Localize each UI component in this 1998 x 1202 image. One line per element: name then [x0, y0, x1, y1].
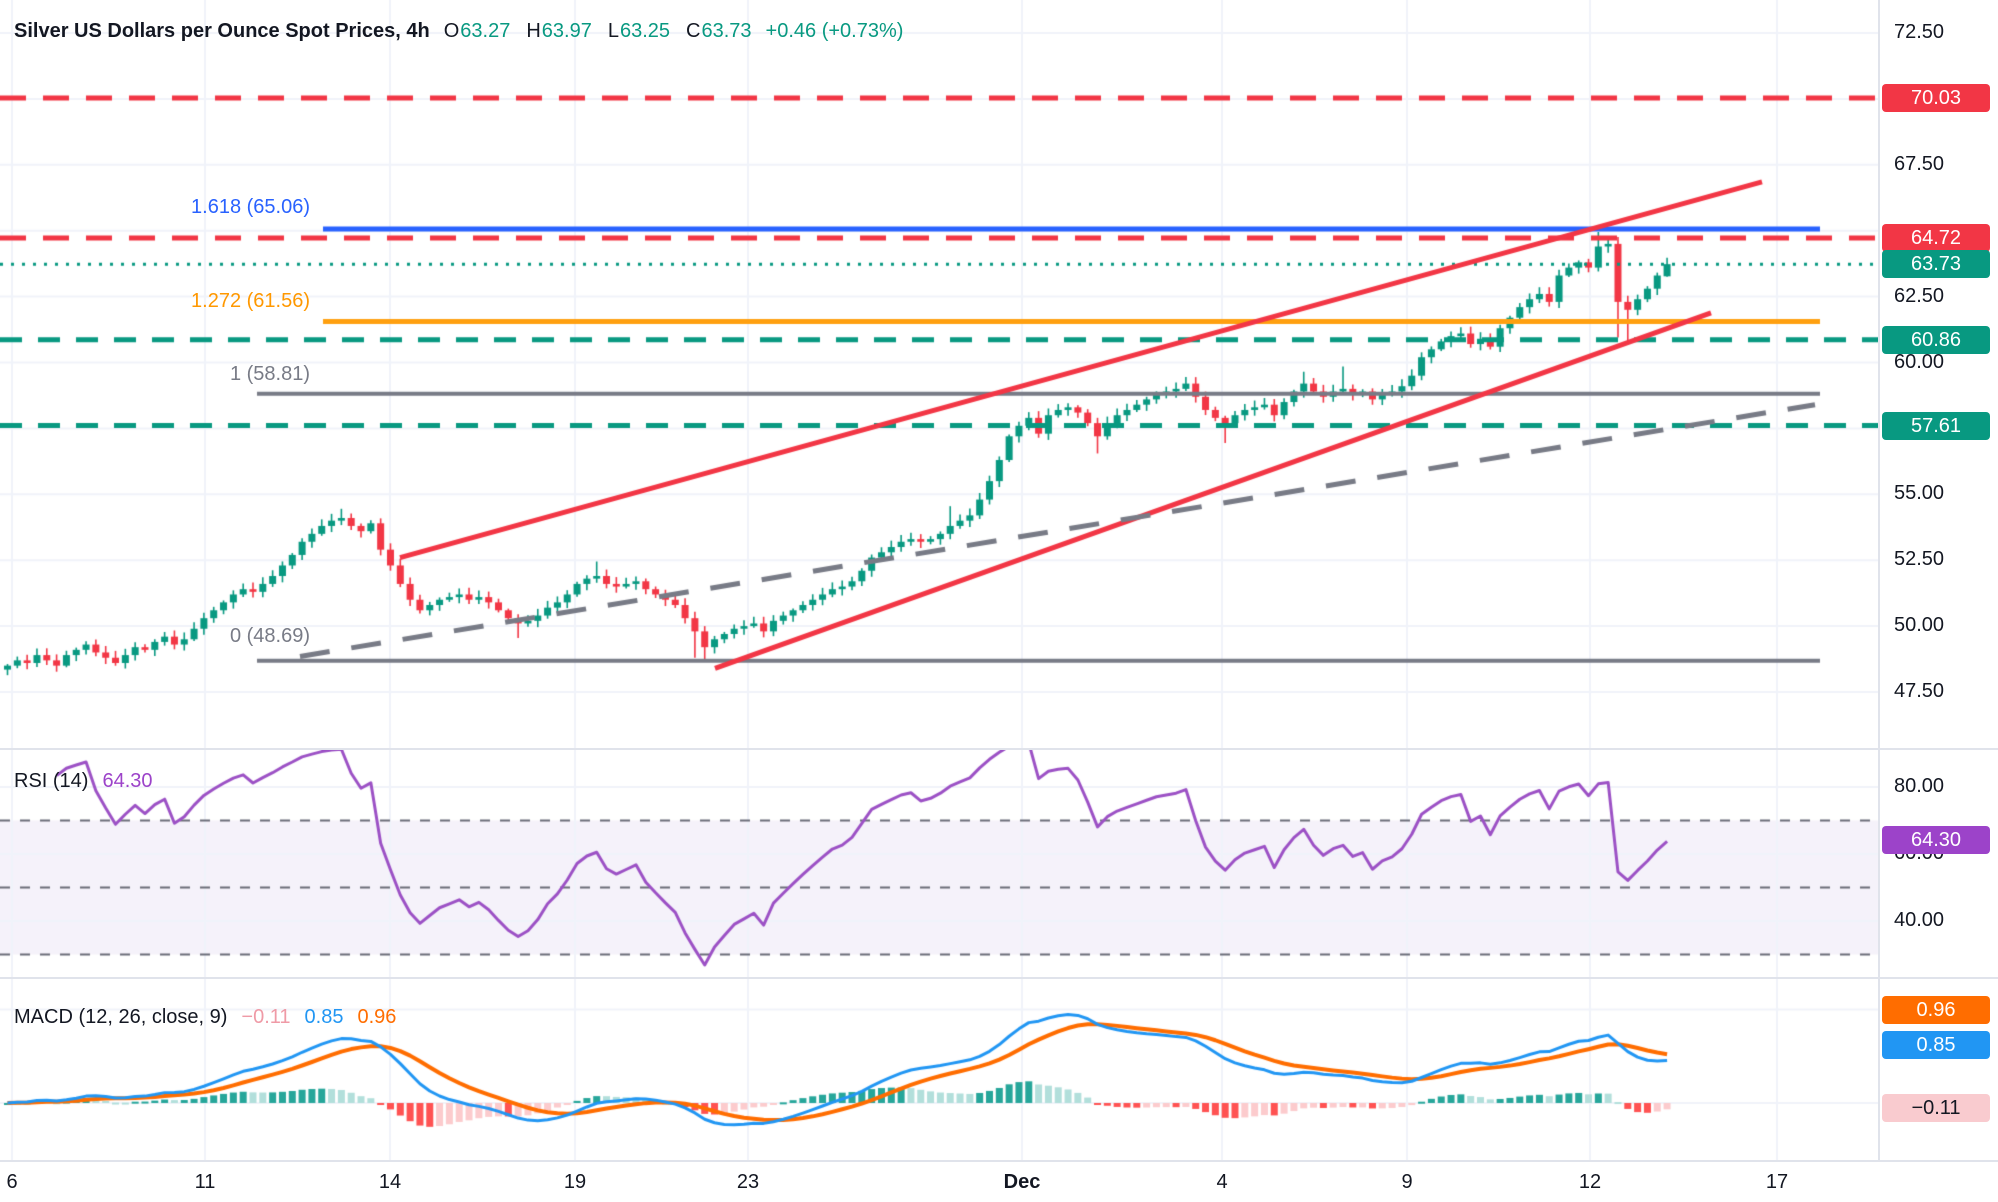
time-tick-label: 4 [1216, 1171, 1228, 1193]
main-price-pane-canvas[interactable] [0, 0, 1878, 748]
axis-value-badge: 64.30 [1882, 825, 1990, 854]
rsi-tick-label: 80.00 [1894, 775, 1945, 797]
macd-line-value: 0.85 [304, 1006, 344, 1028]
time-tick-label: 12 [1578, 1171, 1602, 1193]
time-tick-label: 9 [1401, 1171, 1413, 1193]
axis-value-badge: −0.11 [1882, 1094, 1990, 1122]
macd-pane-canvas[interactable] [0, 977, 1878, 1160]
axis-value-badge: 63.73 [1882, 250, 1990, 279]
rsi-header: RSI (14) 64.30 [14, 770, 153, 793]
macd-header: MACD (12, 26, close, 9) −0.11 0.85 0.96 [14, 1006, 396, 1029]
price-tick-label: 55.00 [1894, 482, 1945, 505]
change-readout: +0.46 (+0.73%) [765, 20, 904, 42]
price-tick-label: 67.50 [1894, 152, 1945, 175]
ohlc-item: L 63.25 [607, 20, 671, 42]
price-tick-label: 72.50 [1894, 21, 1945, 43]
axis-value-badge: 0.96 [1882, 996, 1990, 1024]
rsi-indicator-name: RSI (14) [14, 770, 89, 792]
price-axis-border [1878, 0, 1880, 1160]
macd-indicator-name: MACD (12, 26, close, 9) [14, 1006, 228, 1028]
time-tick-label: 19 [563, 1171, 587, 1193]
ohlc-item: O 63.27 [443, 20, 511, 42]
time-tick-label: 23 [736, 1171, 760, 1193]
price-tick-label: 50.00 [1894, 614, 1945, 637]
time-tick-label: 11 [194, 1171, 216, 1193]
price-tick-label: 62.50 [1894, 284, 1945, 307]
time-tick-label: Dec [1003, 1171, 1041, 1193]
axis-value-badge: 57.61 [1882, 411, 1990, 440]
time-tick-label: 17 [1765, 1171, 1789, 1193]
rsi-pane-canvas[interactable] [0, 748, 1878, 977]
rsi-current-value: 64.30 [102, 770, 153, 792]
axis-value-badge: 70.03 [1882, 84, 1990, 113]
pane-separator-rsi-macd[interactable] [0, 977, 1998, 979]
ohlc-readout: O 63.27 H 63.97 L 63.25 C 63.73 [444, 20, 752, 43]
fib-level-label[interactable]: 1 (58.81) [229, 363, 310, 385]
ohlc-item: C 63.73 [686, 20, 752, 42]
ohlc-item: H 63.97 [526, 20, 592, 42]
fib-level-label[interactable]: 1.618 (65.06) [191, 196, 310, 218]
axis-value-badge: 64.72 [1882, 224, 1990, 253]
macd-signal-value: 0.96 [357, 1006, 397, 1028]
fib-level-label[interactable]: 0 (48.69) [229, 625, 310, 647]
axis-value-badge: 0.85 [1882, 1031, 1990, 1059]
rsi-tick-label: 40.00 [1894, 909, 1945, 931]
pane-separator-main-rsi[interactable] [0, 748, 1998, 750]
macd-hist-value: −0.11 [241, 1006, 291, 1028]
time-axis[interactable]: 6 11 14 19 23 Dec 4 9 12 17 [0, 1162, 1998, 1202]
price-tick-label: 52.50 [1894, 548, 1945, 571]
price-tick-label: 47.50 [1894, 680, 1945, 702]
price-axis[interactable]: 72.50 67.50 62.50 60.00 55.00 52.50 50.00 47.50… [1880, 0, 1998, 1160]
symbol-header: Silver US Dollars per Ounce Spot Prices,… [14, 20, 903, 43]
axis-value-badge: 60.86 [1882, 325, 1990, 354]
symbol-title: Silver US Dollars per Ounce Spot Prices,… [14, 20, 430, 42]
price-tick-label: 60.00 [1894, 350, 1945, 373]
time-tick-label: 14 [378, 1171, 402, 1193]
fib-level-label[interactable]: 1.272 (61.56) [191, 290, 310, 312]
time-axis-border [0, 1160, 1998, 1162]
time-tick-label: 6 [6, 1171, 18, 1193]
